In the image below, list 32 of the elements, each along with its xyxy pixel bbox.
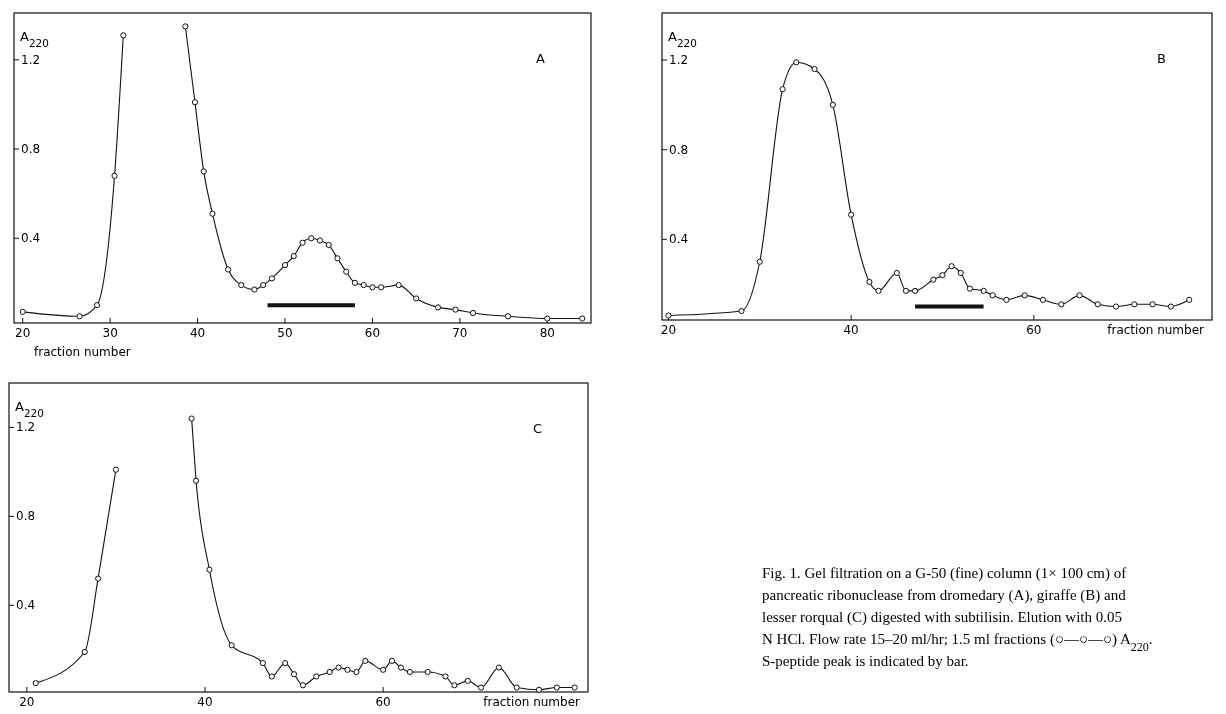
x-tick-label: 20 xyxy=(19,695,35,709)
x-axis-title: fraction number xyxy=(1107,323,1205,337)
y-tick-label: 0.8 xyxy=(669,142,689,157)
y-axis-title: A$_{220}$ xyxy=(668,29,697,49)
x-tick-label: 60 xyxy=(364,326,381,340)
y-tick-label: 0.8 xyxy=(16,509,36,524)
y-tick-label: 1.2 xyxy=(21,52,41,67)
y-tick-label: 0.4 xyxy=(669,232,689,247)
y-axis-title: A$_{220}$ xyxy=(15,399,44,419)
x-tick-label: 30 xyxy=(102,326,118,340)
x-tick-label: 60 xyxy=(1026,323,1042,337)
x-tick-label: 80 xyxy=(539,326,555,340)
y-tick-label: 1.2 xyxy=(16,420,36,435)
x-axis-title: fraction number xyxy=(483,695,581,709)
y-axis-title: A$_{220}$ xyxy=(20,29,49,49)
x-tick-label: 20 xyxy=(15,326,31,340)
annotation: A xyxy=(536,51,545,66)
text: Fig. 1. Gel filtration on a G-50 (fine) column (1× 100 cm) of pancreatic ribonuclease from dromedary (A), giraffe (B) and lesser rorqual (C) digested with subtilisin. Elution with 0.05 N HCl. Flow rate 15–20 ml/hr; 1.5 ml fractions (○—○—○) A$_{220}$. S-peptide peak is indicated by bar. xyxy=(762,565,1153,669)
y-tick-label: 1.2 xyxy=(669,53,689,68)
y-tick-label: 0.8 xyxy=(21,142,41,157)
y-tick-label: 0.4 xyxy=(21,231,41,246)
y-tick-label: 0.4 xyxy=(16,598,36,613)
x-tick-label: 50 xyxy=(277,326,293,340)
x-tick-label: 40 xyxy=(189,326,206,340)
annotation: C xyxy=(533,421,543,436)
x-axis-title: fraction number xyxy=(34,345,131,359)
x-tick-label: 20 xyxy=(660,323,677,337)
x-tick-label: 40 xyxy=(843,323,859,337)
x-tick-label: 60 xyxy=(375,695,391,709)
x-tick-label: 40 xyxy=(197,695,213,709)
x-tick-label: 70 xyxy=(452,326,468,340)
annotation: B xyxy=(1157,51,1166,66)
